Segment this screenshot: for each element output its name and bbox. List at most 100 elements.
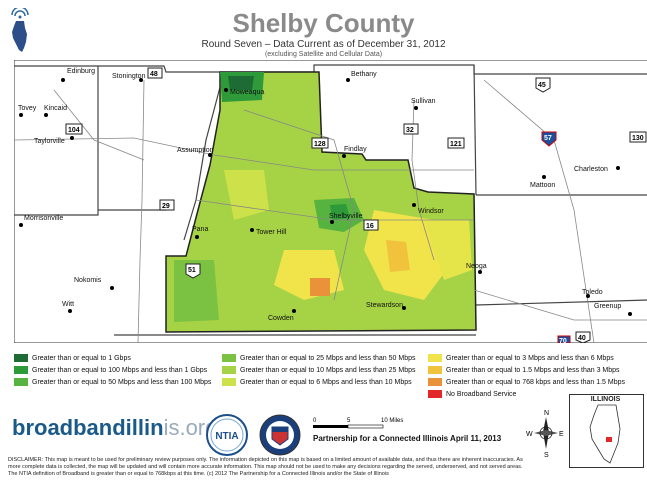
route-shields: 48 104 29 128 32 121 45 130 57 16 51 40 … — [65, 67, 647, 343]
scale-0-label: 0 — [313, 418, 317, 424]
disclaimer-text: DISCLAIMER: This map is meant to be used… — [8, 457, 523, 477]
town-dot — [195, 235, 199, 239]
legend-label: Greater than or equal to 25 Mbps and les… — [240, 355, 416, 362]
town-dot — [346, 78, 350, 82]
roads — [14, 79, 647, 343]
compass-rose-icon: N S E W — [526, 410, 564, 458]
town-dot — [224, 88, 228, 92]
town-dot — [414, 106, 418, 110]
town-label: Sullivan — [411, 98, 436, 105]
town-label: Kincaid — [44, 105, 67, 112]
ntia-logo-icon: NTIA — [206, 414, 248, 456]
legend-label: Greater than or equal to 50 Mbps and les… — [32, 379, 212, 386]
route-40-label: 40 — [578, 335, 586, 342]
illinois-outline-icon — [589, 404, 621, 464]
town-dot — [61, 78, 65, 82]
legend-swatch — [222, 378, 236, 387]
route-51-label: 51 — [188, 267, 196, 274]
town-dot — [586, 294, 590, 298]
town-dot — [330, 220, 334, 224]
legend-item: Greater than or equal to 1 Gbps — [14, 354, 131, 364]
town-label: Toledo — [582, 289, 603, 296]
compass-s: S — [544, 452, 549, 458]
route-32-label: 32 — [406, 127, 414, 134]
legend-item: Greater than or equal to 3 Mbps and less… — [428, 354, 614, 364]
town-dot — [68, 309, 72, 313]
route-130-label: 130 — [632, 135, 644, 142]
ntia-text: NTIA — [215, 431, 238, 442]
town-label: Charleston — [574, 166, 608, 173]
legend-label: No Broadband Service — [446, 391, 517, 398]
town-dot — [402, 306, 406, 310]
legend-swatch — [14, 378, 28, 387]
government-seal-icon — [259, 414, 301, 456]
legend-label: Greater than or equal to 1.5 Mbps and le… — [446, 367, 620, 374]
legend-item: Greater than or equal to 1.5 Mbps and le… — [428, 366, 620, 376]
route-48-label: 48 — [150, 71, 158, 78]
route-121-label: 121 — [450, 141, 462, 148]
legend-swatch — [14, 354, 28, 363]
legend-label: Greater than or equal to 768 kbps and le… — [446, 379, 626, 386]
town-label: Tovey — [18, 105, 37, 112]
scale-bar: 0 5 10 Miles — [313, 418, 403, 429]
legend-label: Greater than or equal to 6 Mbps and less… — [240, 379, 412, 386]
town-dot — [292, 309, 296, 313]
illinois-inset-map — [569, 394, 644, 468]
town-label: Mattoon — [530, 182, 555, 189]
scale-5-label: 5 — [347, 418, 351, 424]
town-dot — [19, 113, 23, 117]
town-label: Stonington — [112, 73, 146, 80]
partnership-credit: Partnership for a Connected Illinois Apr… — [313, 434, 502, 443]
town-label: Edinburg — [67, 68, 95, 75]
subtitle-note: (excluding Satellite and Cellular Data) — [264, 51, 383, 58]
town-label: Morrisonville — [24, 215, 63, 222]
town-label: Witt — [62, 301, 74, 308]
legend: Greater than or equal to 1 Gbps Greater … — [14, 354, 644, 402]
legend-swatch — [428, 354, 442, 363]
town-dot — [342, 154, 346, 158]
legend-label: Greater than or equal to 3 Mbps and less… — [446, 355, 614, 362]
town-dot — [139, 78, 143, 82]
page-title: Shelby County — [232, 8, 415, 38]
town-dot — [478, 270, 482, 274]
legend-swatch — [14, 366, 28, 375]
town-label: Shelbyville — [329, 213, 363, 220]
route-29-label: 29 — [162, 203, 170, 210]
compass-w: W — [526, 431, 533, 438]
logo-main-text: broadbandillin — [12, 415, 164, 440]
town-dot — [542, 175, 546, 179]
route-45-label: 45 — [538, 82, 546, 89]
route-16-label: 16 — [366, 223, 374, 230]
town-dot — [250, 228, 254, 232]
town-dot — [44, 113, 48, 117]
broadband-illinois-logo[interactable]: broadbandillinis.org — [12, 415, 217, 441]
legend-label: Greater than or equal to 10 Mbps and les… — [240, 367, 416, 374]
town-dot — [110, 286, 114, 290]
town-label: Stewardson — [366, 302, 403, 309]
page-subtitle: Round Seven – Data Current as of Decembe… — [201, 39, 446, 50]
legend-label: Greater than or equal to 1 Gbps — [32, 355, 131, 362]
route-57-label: 57 — [544, 135, 552, 142]
route-70-label: 70 — [559, 338, 567, 343]
route-104-label: 104 — [68, 127, 80, 134]
legend-swatch — [428, 378, 442, 387]
town-dot — [208, 153, 212, 157]
legend-item: Greater than or equal to 25 Mbps and les… — [222, 354, 416, 364]
legend-item: Greater than or equal to 100 Mbps and le… — [14, 366, 207, 376]
legend-item: Greater than or equal to 768 kbps and le… — [428, 378, 625, 388]
town-dot — [70, 136, 74, 140]
legend-item: Greater than or equal to 6 Mbps and less… — [222, 378, 412, 388]
shelby-location-marker — [606, 437, 612, 442]
legend-swatch — [222, 354, 236, 363]
town-label: Bethany — [351, 71, 377, 78]
legend-item: No Broadband Service — [428, 390, 516, 400]
town-label: Tower Hill — [256, 229, 287, 236]
town-markers: Edinburg Stonington Tovey Kincaid Taylor… — [18, 68, 632, 322]
route-128-label: 128 — [314, 141, 326, 148]
county-borders — [14, 64, 647, 336]
town-dot — [616, 166, 620, 170]
legend-swatch — [428, 390, 442, 399]
town-dot — [19, 223, 23, 227]
legend-item: Greater than or equal to 50 Mbps and les… — [14, 378, 211, 388]
compass-e: E — [559, 431, 564, 438]
